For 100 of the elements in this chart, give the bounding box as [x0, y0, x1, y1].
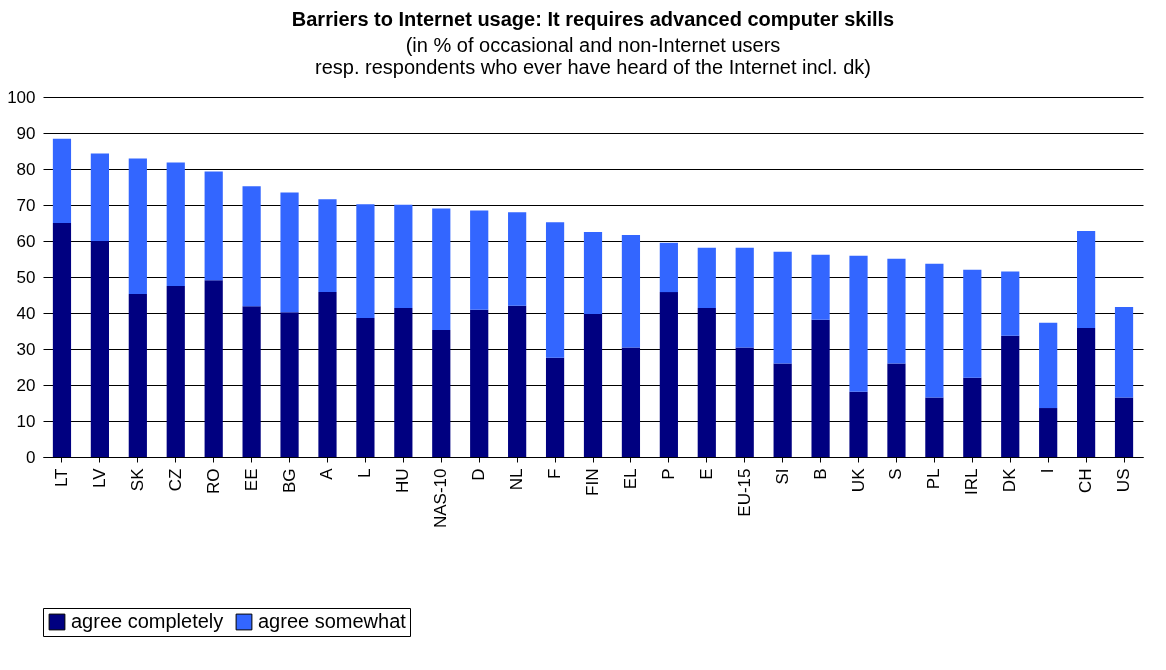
y-tick-label: 30 [16, 339, 36, 359]
bar [811, 319, 830, 457]
bar [204, 280, 223, 457]
y-tick-label: 80 [16, 159, 36, 179]
bar [621, 347, 641, 457]
x-tick-label: CH [1076, 468, 1096, 494]
x-tick-label: S [886, 468, 906, 480]
bar [735, 247, 754, 348]
bar [1077, 328, 1096, 457]
bar [508, 212, 527, 306]
bar [583, 314, 603, 457]
x-tick-label: EU-15 [734, 468, 754, 517]
bar [52, 223, 72, 457]
x-tick-label: I [1038, 468, 1058, 474]
y-tick-label: 10 [16, 411, 36, 431]
x-tick-label: US [1114, 468, 1134, 493]
x-tick-label: NAS-10 [431, 468, 451, 529]
bar [356, 204, 375, 319]
legend-label: agree completely [71, 610, 224, 632]
bar [90, 241, 109, 457]
y-tick-label: 70 [16, 195, 36, 215]
y-tick-label: 100 [7, 87, 36, 107]
x-tick-label: SI [772, 468, 792, 485]
bar [1039, 322, 1058, 409]
bar [887, 258, 906, 364]
x-tick-label: HU [393, 468, 413, 494]
bar [583, 232, 603, 315]
bar [735, 347, 754, 457]
y-tick-label: 60 [16, 231, 36, 251]
x-tick-label: B [810, 468, 830, 480]
bar [545, 357, 565, 457]
bar [925, 263, 944, 398]
x-tick-label: D [469, 468, 489, 481]
bar [773, 251, 792, 364]
bar [887, 363, 906, 457]
bar [204, 171, 223, 281]
bar [1039, 408, 1058, 457]
bar [659, 292, 678, 457]
bar [849, 391, 868, 457]
x-tick-label: LV [89, 467, 109, 489]
bar [1114, 397, 1134, 457]
x-tick-label: SK [127, 467, 147, 492]
bar [128, 293, 147, 457]
bar [432, 329, 451, 457]
bar [963, 377, 982, 457]
bar [1001, 335, 1020, 457]
y-tick-label: 0 [26, 447, 36, 467]
bar [242, 306, 261, 457]
x-tick-label: FIN [583, 468, 602, 496]
bar [925, 397, 944, 457]
bar [166, 162, 185, 286]
y-tick-label: 50 [16, 267, 36, 287]
x-tick-label: LT [51, 468, 71, 488]
bar [470, 309, 489, 457]
bar [697, 247, 716, 308]
chart-title: Barriers to Internet usage: It requires advanced computer skills [291, 8, 895, 30]
x-tick-label: CZ [165, 468, 185, 492]
bar [1001, 271, 1020, 336]
bar [963, 269, 982, 378]
x-tick-label: BG [279, 468, 299, 494]
y-tick-label: 90 [16, 123, 36, 143]
x-tick-label: L [355, 468, 375, 478]
bar [128, 158, 147, 294]
bar [90, 153, 109, 241]
bar [52, 138, 72, 223]
bar [242, 186, 261, 307]
x-tick-label: NL [507, 468, 527, 491]
x-tick-label: EE [241, 468, 261, 492]
x-tick-label: E [696, 468, 716, 480]
bar [1114, 306, 1134, 398]
x-tick-label: UK [848, 467, 868, 493]
bar [621, 234, 641, 348]
x-tick-label: RO [203, 468, 223, 494]
x-tick-label: PL [924, 468, 944, 490]
bar [356, 318, 375, 457]
bar [811, 254, 830, 320]
bar [318, 199, 337, 293]
bar [849, 255, 868, 392]
bar [432, 208, 451, 330]
bar [318, 292, 337, 457]
bar [1077, 230, 1096, 329]
bar [394, 307, 413, 457]
x-tick-label: A [317, 467, 337, 480]
x-tick-label: IRL [962, 468, 982, 495]
legend-label: agree somewhat [258, 610, 407, 632]
x-tick-label: DK [1000, 467, 1020, 493]
bar [166, 286, 185, 457]
bar [508, 305, 527, 457]
bar [697, 307, 716, 457]
x-tick-label: EL [620, 468, 640, 490]
x-tick-label: P [658, 468, 678, 480]
y-tick-label: 40 [16, 303, 36, 323]
bar [659, 242, 678, 293]
bar [280, 192, 299, 313]
bar [545, 222, 565, 358]
bar [773, 363, 792, 457]
chart-subtitle: (in % of occasional and non-Internet users resp. respondents who ever have heard of the Internet incl. dk) [315, 34, 871, 78]
x-tick-label: F [545, 468, 565, 479]
bar [470, 210, 489, 310]
y-tick-label: 20 [16, 375, 36, 395]
